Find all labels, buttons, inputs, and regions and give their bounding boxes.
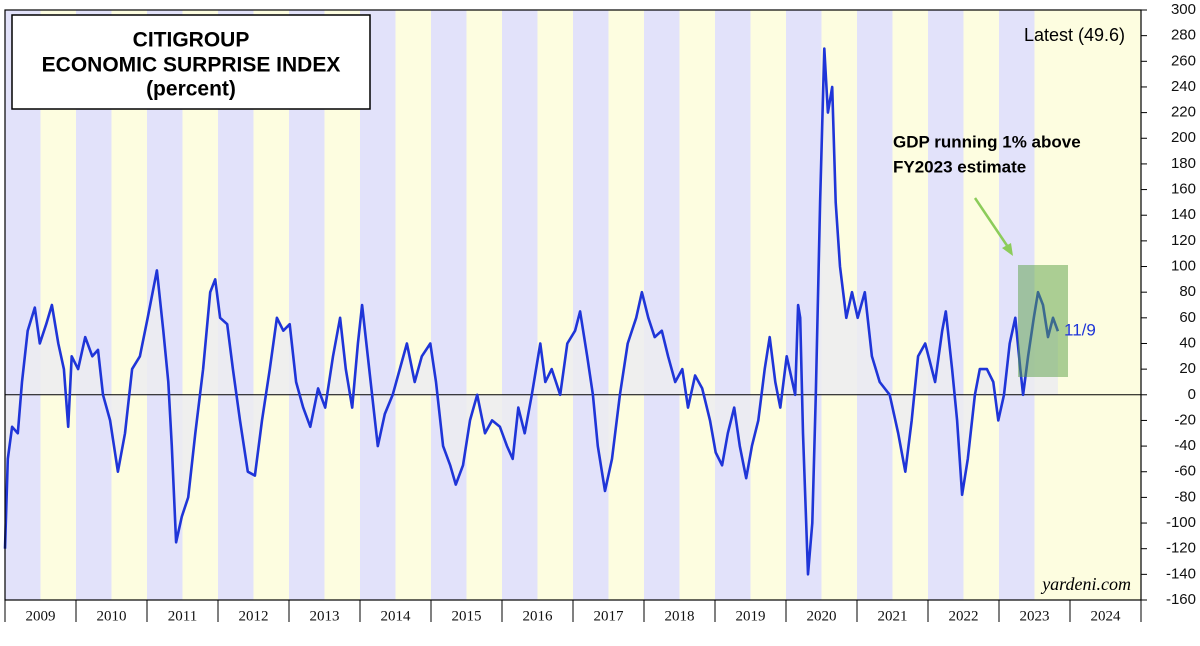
end-label: 11/9 [1064,320,1096,339]
stripe [431,10,467,600]
x-tick-label: 2014 [381,608,412,624]
x-tick-label: 2021 [878,608,908,624]
y-tick-label: 120 [1171,232,1196,249]
plot-layer [3,47,1141,576]
x-tick-label: 2022 [949,608,979,624]
y-tick-label: 40 [1179,334,1196,351]
y-tick-label: -80 [1174,488,1196,505]
arrow-head [1002,243,1013,256]
y-tick-label: 280 [1171,27,1196,44]
stripe [679,10,715,600]
y-tick-label: 240 [1171,78,1196,95]
highlight-box [1018,265,1068,377]
x-tick-label: 2010 [97,608,127,624]
x-tick-label: 2009 [26,608,56,624]
stripe [750,10,786,600]
y-tick-label: -20 [1174,411,1196,428]
y-tick-label: -100 [1166,514,1196,531]
x-tick-label: 2016 [523,608,554,624]
stripe [644,10,680,600]
y-tick-label: -40 [1174,437,1196,454]
annotation-arrow [973,197,1012,251]
stripe [466,10,502,600]
y-tick-label: 100 [1171,257,1196,274]
y-tick-label: 180 [1171,155,1196,172]
x-tick-label: 2012 [239,608,269,624]
title-box [11,14,371,110]
stripe [928,10,964,600]
stripe [537,10,573,600]
x-tick-label: 2013 [310,608,340,624]
x-tick-label: 2011 [168,608,197,624]
stripe [573,10,609,600]
y-tick-label: 60 [1179,309,1196,326]
index-line [3,47,1060,576]
y-tick-label: 200 [1171,129,1196,146]
annotation-line: FY2023 estimate [893,157,1026,176]
y-tick-label: 0 [1188,386,1196,403]
x-tick-label: 2024 [1091,608,1122,624]
annotation-line: GDP running 1% above [893,132,1081,151]
title-line: (percent) [146,78,236,101]
stripe [395,10,431,600]
y-tick-label: 80 [1179,283,1196,300]
y-tick-label: 300 [1171,1,1196,18]
y-tick-label: -120 [1166,540,1196,557]
y-tick-label: -60 [1174,463,1196,480]
y-tick-label: 20 [1179,360,1196,377]
x-tick-label: 2023 [1020,608,1050,624]
stripe [715,10,751,600]
x-tick-label: 2020 [807,608,837,624]
stripe [786,10,822,600]
y-tick-label: 220 [1171,104,1196,121]
y-tick-label: -160 [1166,591,1196,608]
y-tick-label: 140 [1171,206,1196,223]
y-tick-label: -140 [1166,565,1196,582]
y-tick-label: 260 [1171,52,1196,69]
stripe [502,10,538,600]
stripe [892,10,928,600]
latest-label: Latest (49.6) [1024,25,1125,45]
source: yardeni.com [1040,574,1131,594]
stripe [963,10,999,600]
title-line: CITIGROUP [133,29,250,52]
x-tick-label: 2019 [736,608,766,624]
title-line: ECONOMIC SURPRISE INDEX [42,54,341,77]
y-tick-label: 160 [1171,181,1196,198]
x-tick-label: 2015 [452,608,482,624]
x-tick-label: 2017 [594,608,625,624]
area-to-zero [5,48,1058,575]
x-tick-label: 2018 [665,608,695,624]
